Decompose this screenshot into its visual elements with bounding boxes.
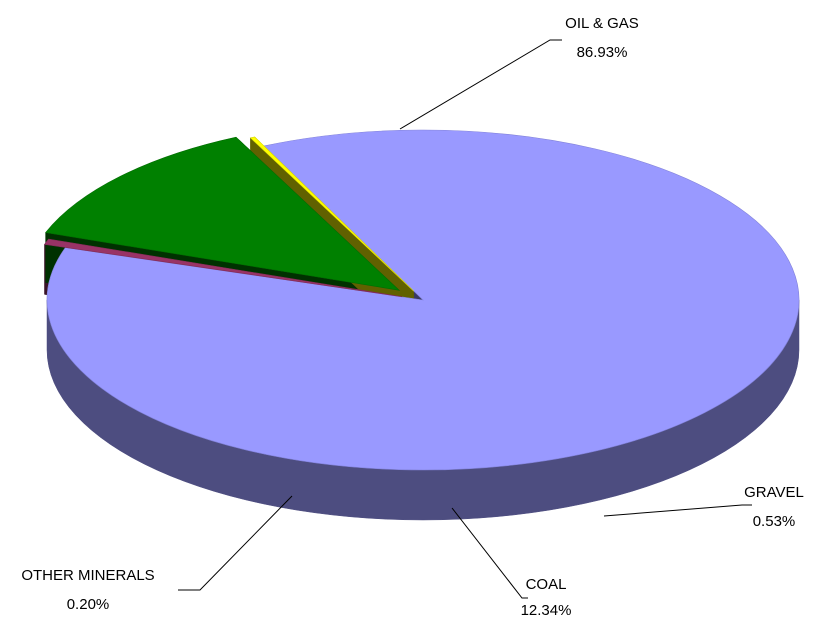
slice-percent-label: 0.20% [67,596,110,613]
slice-tops [43,129,800,471]
slice-label-group-other-minerals: OTHER MINERALS 0.20% [21,567,154,613]
slice-label-group-gravel: GRAVEL 0.53% [744,484,804,530]
leader-line-coal [451,507,528,599]
slice-percent-label: 86.93% [577,44,628,61]
slice-percent-label: 12.34% [521,602,572,619]
slice-top-oil-gas [46,129,800,471]
slice-name-label: GRAVEL [744,484,804,501]
leader-line-oil-gas [399,39,562,130]
slice-label-group-coal: COAL 12.34% [521,576,572,619]
leader-line-gravel [603,504,752,517]
slice-top-gravel [43,238,403,298]
slice-name-label: OIL & GAS [565,15,639,32]
slice-name-label: OTHER MINERALS [21,567,154,584]
slice-top-coal [45,136,401,291]
slice-top-other-minerals [249,136,414,292]
slice-name-label: COAL [526,576,567,593]
leader-line-other-minerals [178,495,293,591]
slice-label-group-oil-gas: OIL & GAS 86.93% [565,15,639,61]
slice-percent-label: 0.53% [753,513,796,530]
leader-lines [178,39,752,599]
